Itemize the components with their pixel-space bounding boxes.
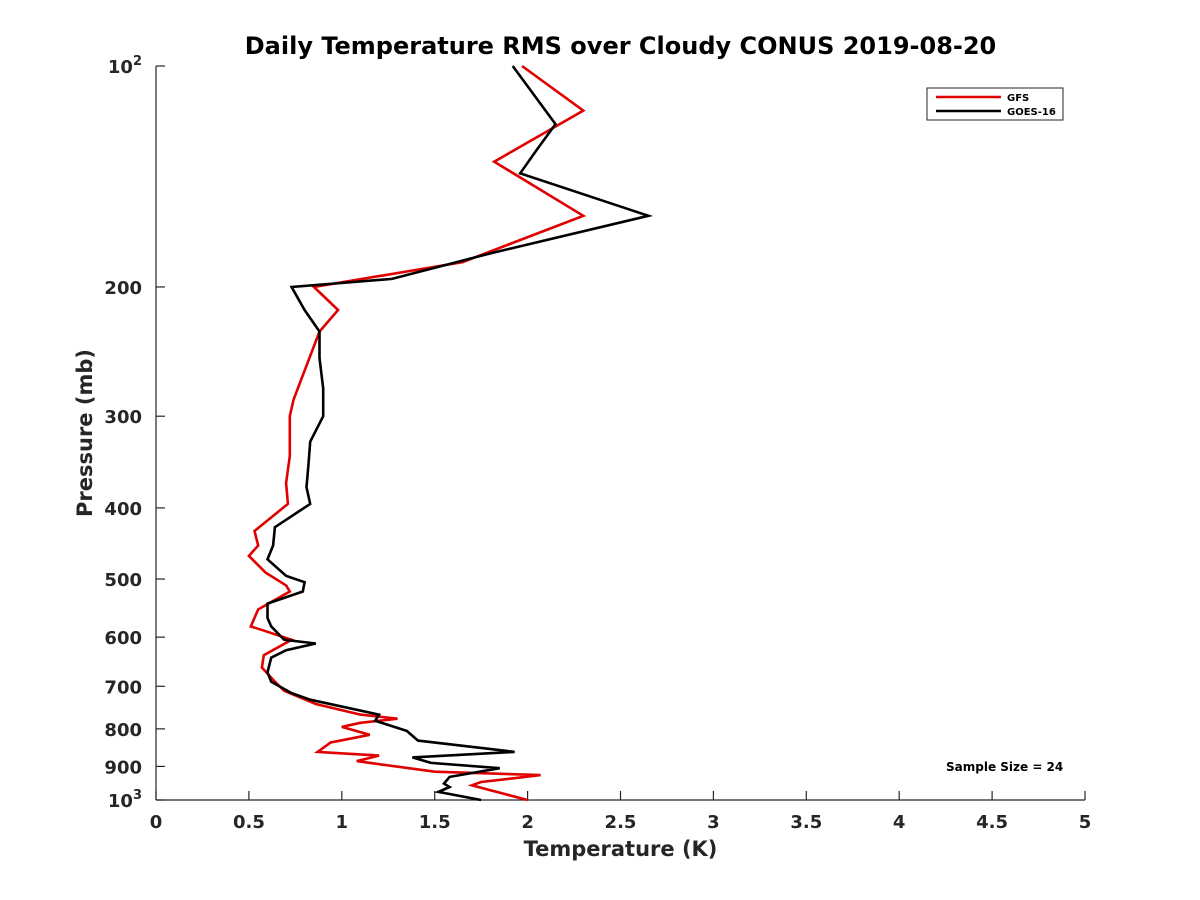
x-tick-label: 5 [1079,812,1092,833]
y-tick-label: 600 [104,628,142,649]
legend-label: GFS [1007,93,1029,104]
y-tick-label: 300 [104,407,142,428]
y-tick-label: 500 [104,570,142,591]
x-tick-label: 1.5 [419,812,451,833]
x-axis-label: Temperature (K) [524,837,718,861]
y-tick-label: 700 [104,677,142,698]
legend-label: GOES-16 [1007,107,1056,118]
x-axis-ticks: 0 0.5 1 1.5 2 2.5 3 3.5 4 4.5 5 [150,791,1092,833]
series-lines [247,64,654,802]
x-tick-label: 1 [336,812,349,833]
chart-legend: GFS GOES-16 [926,87,1064,121]
y-axis-ticks: 102 200 300 400 500 600 700 800 900 103 [104,54,165,812]
y-tick-label: 103 [108,788,142,812]
series-line-gfs [247,64,587,802]
x-tick-label: 4.5 [976,812,1008,833]
y-tick-label: 400 [104,499,142,520]
y-tick-label: 800 [104,720,142,741]
x-tick-label: 2.5 [605,812,637,833]
y-tick-label: 900 [104,757,142,778]
sample-size-annotation: Sample Size = 24 [946,760,1063,774]
chart-title: Daily Temperature RMS over Cloudy CONUS … [245,32,997,60]
x-tick-label: 0 [150,812,163,833]
y-tick-label: 200 [104,278,142,299]
y-axis-label: Pressure (mb) [73,349,97,517]
x-tick-label: 0.5 [233,812,265,833]
x-tick-label: 3 [707,812,720,833]
x-tick-label: 2 [521,812,534,833]
x-tick-label: 3.5 [790,812,822,833]
series-line-goes-16 [265,65,654,802]
y-tick-label: 102 [108,54,142,78]
legend-box [926,87,1064,121]
x-tick-label: 4 [893,812,906,833]
